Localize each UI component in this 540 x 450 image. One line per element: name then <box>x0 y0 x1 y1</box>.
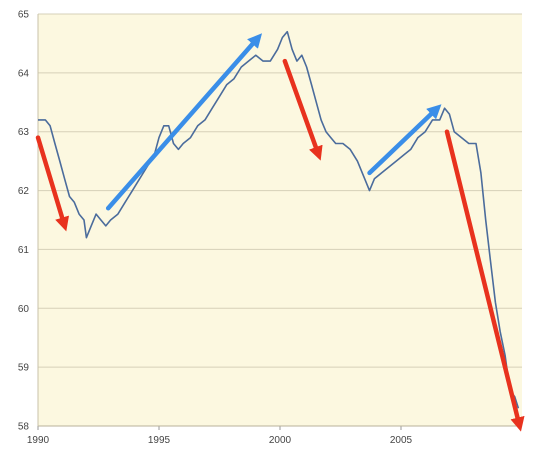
x-tick-label: 1990 <box>27 435 50 446</box>
y-tick-label: 63 <box>18 127 30 138</box>
y-tick-label: 65 <box>18 10 30 21</box>
y-tick-label: 59 <box>18 363 30 374</box>
series-line <box>38 30 520 409</box>
x-tick-label: 1995 <box>148 435 171 446</box>
downtrend-arrow <box>35 135 70 232</box>
trend-arrows <box>35 33 525 432</box>
y-tick-label: 60 <box>18 304 30 315</box>
y-tick-label: 64 <box>18 68 30 79</box>
uptrend-arrow <box>367 104 442 176</box>
x-tick-label: 2005 <box>390 435 413 446</box>
y-tick-label: 61 <box>18 245 30 256</box>
series-layer <box>38 30 520 409</box>
uptrend-arrow <box>105 33 263 211</box>
x-tick-label: 2000 <box>269 435 292 446</box>
axes: 58 59 60 61 62 63 64 65 1990 1995 2000 2005 <box>18 10 522 446</box>
downtrend-arrow <box>282 58 323 161</box>
y-tick-label: 58 <box>18 422 30 433</box>
y-tick-label: 62 <box>18 186 30 197</box>
downtrend-arrow <box>444 129 525 432</box>
plot-area <box>38 14 522 426</box>
